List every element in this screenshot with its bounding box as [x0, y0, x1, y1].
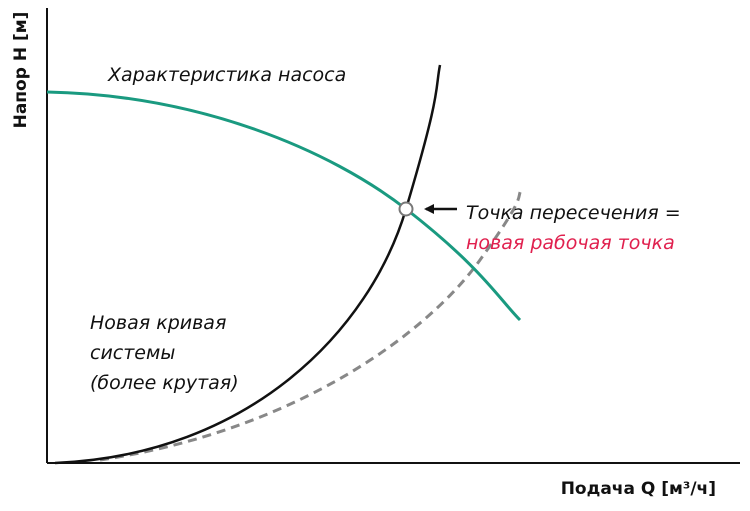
x-axis-label: Подача Q [м³/ч] — [561, 479, 716, 499]
system-curve-label: Новая кривая — [90, 312, 226, 334]
pump-curve — [46, 90, 522, 322]
pump-curve-label: Характеристика насоса — [107, 64, 346, 86]
intersection-label: Точка пересечения = — [466, 202, 681, 224]
system-curve-label: (более крутая) — [90, 372, 239, 394]
old-system-curve — [99, 187, 524, 462]
operating-point — [398, 201, 414, 217]
system-curve-label: системы — [90, 342, 175, 364]
new-system-curve — [54, 64, 442, 465]
new-operating-point-label: новая рабочая точка — [466, 232, 675, 254]
y-axis-label: Напор H [м] — [11, 12, 31, 129]
